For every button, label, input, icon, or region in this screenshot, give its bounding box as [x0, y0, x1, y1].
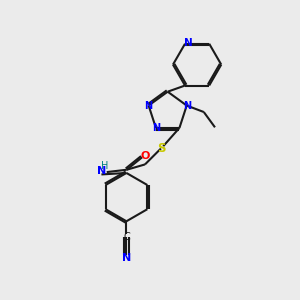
Text: C: C	[123, 232, 130, 242]
Text: N: N	[183, 100, 191, 110]
Text: H: H	[101, 160, 108, 171]
Text: N: N	[145, 100, 153, 110]
Text: O: O	[141, 151, 150, 161]
Text: N: N	[97, 166, 106, 176]
Text: N: N	[122, 254, 131, 263]
Text: S: S	[157, 142, 165, 155]
Text: N: N	[184, 38, 193, 48]
Text: N: N	[152, 123, 160, 133]
